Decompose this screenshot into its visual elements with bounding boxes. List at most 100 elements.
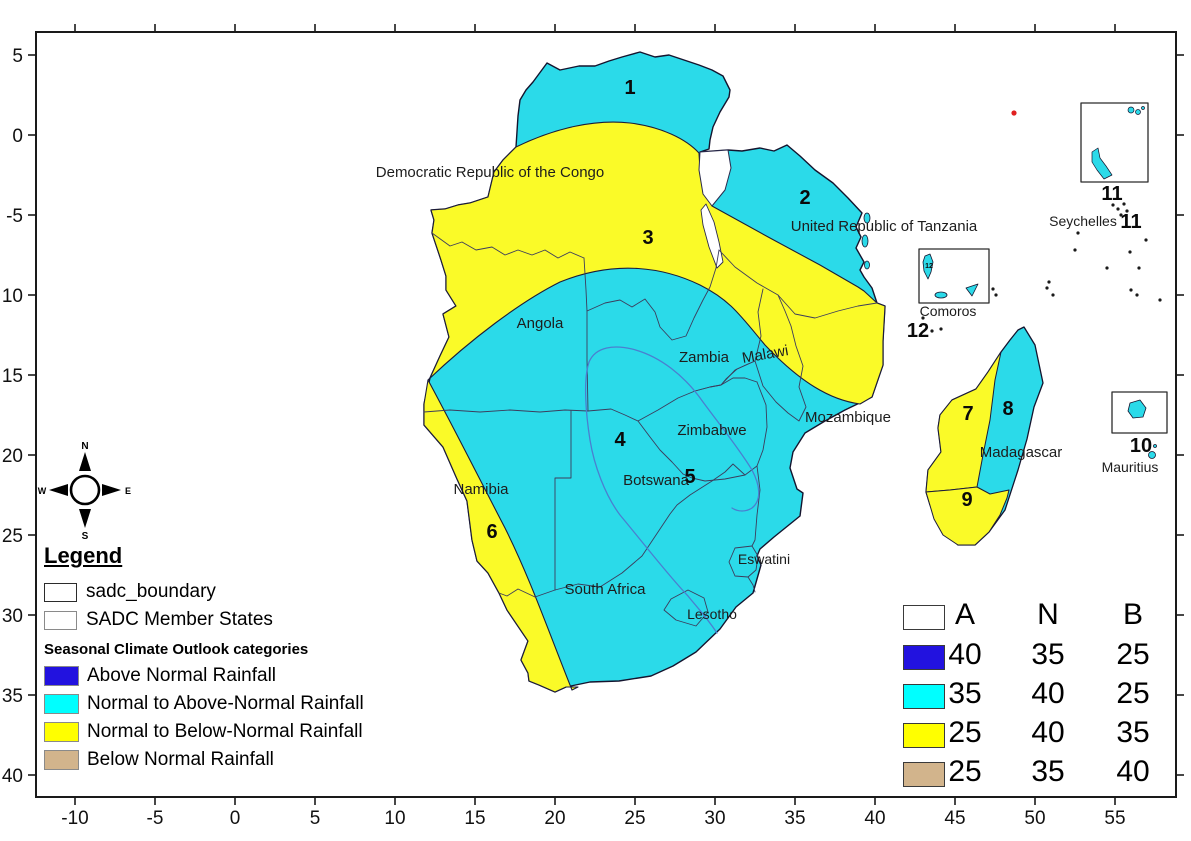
above-normal-swatch [44,666,79,686]
map-marker-zone-4: 4 [614,429,626,451]
map-marker-zone-7: 7 [962,403,973,425]
sadc-boundary-label: sadc_boundary [86,581,216,602]
map-label-zambia: Zambia [679,349,730,366]
non-sadc-gap [698,149,732,207]
islet-speck [991,287,995,291]
compass-rose: N S W E [38,441,131,542]
map-label-mozambique: Mozambique [805,409,891,426]
map-marker-zone-12-small: 12 [925,263,933,270]
y-axis-tick-label: 20 [2,446,23,467]
compass-n-label: N [81,441,88,452]
map-marker-zone-1: 1 [624,77,635,99]
prob-table-swatch [903,605,945,630]
x-axis-tick-label: 50 [1024,808,1045,829]
prob-table-value: 35 [1116,716,1150,749]
prob-table-value: 25 [1116,638,1150,671]
x-axis-tick-label: 5 [310,808,321,829]
prob-table-col-header: N [1037,598,1059,631]
y-axis-tick-label: -5 [6,206,23,227]
map-marker-zone-3: 3 [642,227,653,249]
prob-table-swatch [903,723,945,748]
legend-category-above-normal: Above Normal Rainfall [44,662,364,690]
map-labels: Democratic Republic of the Congo United R… [376,164,1159,622]
normal-to-below-label: Normal to Below-Normal Rainfall [87,721,363,742]
islet-speck [1144,238,1148,242]
map-label-comoros: Comoros [920,303,977,319]
map-marker-zone-10: 10 [1130,435,1152,457]
islet-speck [1076,231,1080,235]
prob-table-value: 35 [1031,638,1065,671]
outlook-contour-line [584,346,760,634]
legend-item-sadc-boundary: sadc_boundary [44,578,364,606]
map-marker-zone-5: 5 [684,466,695,488]
prob-table-col-header: A [954,598,976,631]
legend-category-normal-to-above: Normal to Above-Normal Rainfall [44,690,364,718]
seychelles-inset-box [1080,102,1149,183]
map-label-botswana: Botswana [623,472,690,489]
sadc-member-states-swatch [44,610,77,630]
map-label-south-africa: South Africa [565,581,647,598]
islet-speck [1051,293,1055,297]
red-dot-marker [1011,110,1017,116]
x-axis-tick-label: -10 [61,808,88,829]
islet-speck [1111,203,1115,207]
islet-speck [1137,266,1141,270]
map-label-seychelles: Seychelles [1049,213,1117,229]
compass-e-label: E [125,486,131,496]
prob-table-value: 25 [948,716,982,749]
above-normal-label: Above Normal Rainfall [87,665,277,686]
map-marker-zone-9: 9 [961,489,972,511]
normal-to-above-label: Normal to Above-Normal Rainfall [87,693,364,714]
prob-table-value: 40 [1031,716,1065,749]
y-axis-tick-label: 15 [2,366,23,387]
map-marker-zone-6: 6 [486,521,497,543]
islet-speck [1047,280,1051,284]
map-marker-zone-12: 12 [907,320,929,342]
map-marker-zone-11b: 11 [1120,211,1141,233]
x-axis-tick-label: 55 [1104,808,1125,829]
islet-speck [1116,207,1120,211]
normal-to-below-swatch [44,722,79,742]
islet-speck [1122,202,1126,206]
prob-table-swatch [903,645,945,670]
sadc-boundary-swatch [44,582,77,602]
islet-speck [921,316,925,320]
prob-table-value: 35 [1031,755,1065,788]
compass-w-label: W [38,486,47,496]
map-marker-zone-2: 2 [799,187,810,209]
map-label-drc: Democratic Republic of the Congo [376,164,604,181]
map-label-zimbabwe: Zimbabwe [677,422,746,439]
prob-table-swatch [903,684,945,709]
islet-speck [1073,248,1077,252]
x-axis-tick-label: 10 [384,808,405,829]
comoros-islands [922,253,979,299]
lake-tanganyika [700,203,724,269]
legend-categories-title: Seasonal Climate Outlook categories [44,641,309,658]
prob-table-swatch [903,762,945,787]
prob-table-value: 35 [948,677,982,710]
prob-table-value: 40 [948,638,982,671]
sadc-member-states-label: SADC Member States [86,609,273,630]
prob-table-value: 40 [1031,677,1065,710]
prob-table-value: 40 [1116,755,1150,788]
axis-labels: -10 -5 0 5 10 15 20 25 30 35 40 45 50 5550-5101520253… [2,46,1126,829]
map-label-namibia: Namibia [453,481,509,498]
y-axis-tick-label: 30 [2,606,23,627]
x-axis-tick-label: 15 [464,808,485,829]
x-axis-tick-label: 30 [704,808,725,829]
y-axis-tick-label: 40 [2,766,23,787]
map-label-lesotho: Lesotho [687,606,737,622]
tanzania-islands [861,212,871,270]
legend-category-below-normal: Below Normal Rainfall [44,746,364,774]
map-label-angola: Angola [517,315,564,332]
axis-ticks [28,24,1184,805]
islet-speck [1128,250,1132,254]
normal-to-above-swatch [44,694,79,714]
x-axis-tick-label: 20 [544,808,565,829]
islet-speck [939,327,943,331]
madagascar-zone-7-yellow [925,351,1002,493]
y-axis-tick-label: 25 [2,526,23,547]
islet-specks [921,202,1162,333]
